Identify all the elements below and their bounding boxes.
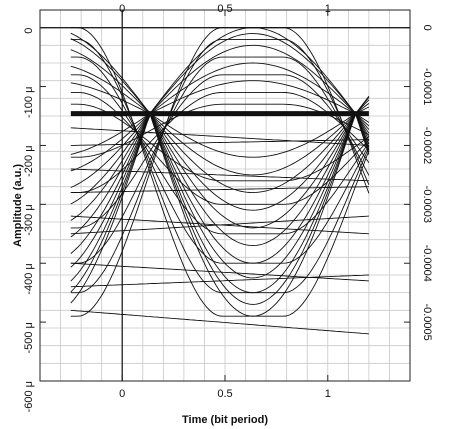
y-tick-label-right: 0 xyxy=(421,25,433,31)
eye-trace-rising xyxy=(70,91,370,194)
y-tick-label-left: -200 μ xyxy=(23,145,35,176)
y-tick-label-right: -0.0001 xyxy=(421,68,433,105)
eye-traces xyxy=(70,27,370,335)
y-tick-label-left: -600 μ xyxy=(23,381,35,412)
y-tick-label-right: -0.0005 xyxy=(421,303,433,340)
y-axis-title: Amplitude (a.u.) xyxy=(12,164,24,247)
eye-trace-falling xyxy=(70,56,370,264)
y-tick-label-left: -100 μ xyxy=(23,87,35,118)
eye-trace-eye_top xyxy=(70,44,370,115)
x-tick-label-top: 1 xyxy=(325,3,331,15)
eye-trace-eye_bottom xyxy=(70,112,370,229)
eye-trace-falling xyxy=(70,103,370,182)
x-tick-label-top: 0 xyxy=(119,3,125,15)
y-tick-label-left: -500 μ xyxy=(23,322,35,353)
eye-trace-drift xyxy=(70,274,369,288)
eye-trace-eye_bottom xyxy=(70,112,370,317)
eye-trace-drift xyxy=(70,139,369,146)
x-tick-label-top: 0.5 xyxy=(217,3,232,15)
y-tick-label-right: -0.0002 xyxy=(421,127,433,164)
eye-trace-drift xyxy=(70,186,369,194)
y-tick-label-left: 0 xyxy=(23,28,35,34)
eye-trace-rising xyxy=(70,74,370,229)
y-tick-label-right: -0.0003 xyxy=(421,186,433,223)
eye-trace-eye_bottom xyxy=(70,113,370,176)
eye-trace-eye_top xyxy=(70,33,370,115)
y-tick-label-left: -300 μ xyxy=(23,204,35,235)
tick-labels: 0 0 0.5 0.5 1 1 0 -100 μ -200 μ -300 μ -400 μ -500 … xyxy=(23,3,433,412)
eye-trace-eye_bottom xyxy=(70,112,370,264)
eye-trace-eye_bottom xyxy=(70,113,370,158)
eye-trace-drift xyxy=(70,127,369,146)
x-tick-label-bottom: 1 xyxy=(325,388,331,400)
eye-trace-rising xyxy=(70,38,370,294)
y-tick-label-left: -400 μ xyxy=(23,263,35,294)
eye-trace-eye_bottom xyxy=(70,113,370,211)
eye-trace-falling xyxy=(70,74,370,235)
eye-trace-rising xyxy=(70,27,370,317)
x-axis-title: Time (bit period) xyxy=(182,414,268,426)
eye-trace-eye_bottom xyxy=(70,112,370,279)
eye-trace-drift xyxy=(70,262,369,282)
y-tick-label-right: -0.0004 xyxy=(421,245,433,282)
eye-trace-eye_bottom xyxy=(70,113,370,194)
eye-trace-drift xyxy=(70,168,369,182)
eye-trace-drift xyxy=(70,215,369,235)
eye-trace-rising xyxy=(70,56,370,264)
eye-trace-falling xyxy=(70,38,370,294)
x-tick-label-bottom: 0 xyxy=(119,388,125,400)
eye-trace-falling xyxy=(70,27,370,317)
x-tick-label-bottom: 0.5 xyxy=(217,388,232,400)
eye-trace-drift xyxy=(70,309,369,335)
